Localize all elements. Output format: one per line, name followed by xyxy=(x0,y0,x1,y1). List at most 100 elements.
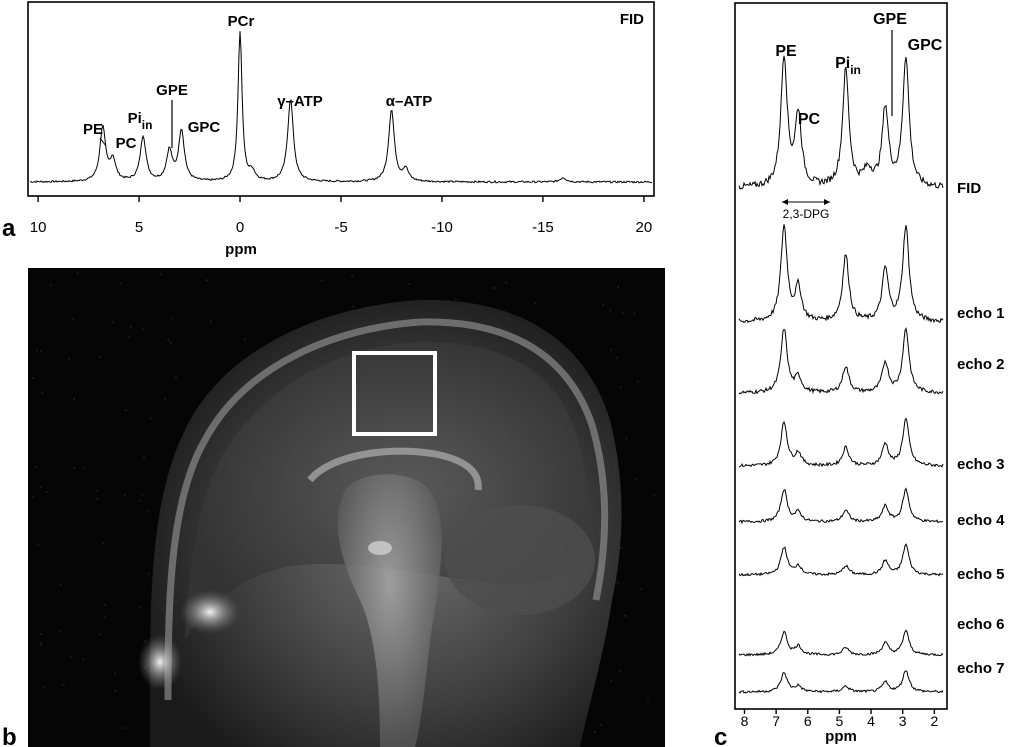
panel-c-x-tick-label: 3 xyxy=(899,713,907,729)
mri-noise-speck xyxy=(244,337,247,340)
panel-c-series-label: echo 6 xyxy=(957,616,1005,633)
mri-noise-speck xyxy=(123,494,126,497)
mri-noise-speck xyxy=(119,282,122,285)
mri-noise-speck xyxy=(646,700,649,703)
panel-c-x-axis: 8 7 6 5 4 3 2 xyxy=(741,709,938,729)
mri-noise-speck xyxy=(321,279,324,282)
mri-noise-speck xyxy=(32,376,35,379)
mri-noise-speck xyxy=(352,305,355,308)
mri-noise-speck xyxy=(43,686,46,689)
mri-noise-speck xyxy=(98,633,101,636)
mri-noise-speck xyxy=(351,275,354,278)
mri-noise-speck xyxy=(209,320,212,323)
mri-noise-speck xyxy=(609,309,612,312)
panel-c-series-label: echo 1 xyxy=(957,305,1005,322)
mri-corpus-callosum xyxy=(307,447,482,491)
mri-noise-speck xyxy=(138,499,141,502)
panel-b-mri-image xyxy=(28,268,665,747)
panel-a-peak-label: PE xyxy=(83,121,103,138)
panel-c-series-line xyxy=(738,55,944,190)
mri-noise-speck xyxy=(619,669,622,672)
mri-noise-speck xyxy=(103,616,106,619)
mri-noise-speck xyxy=(59,583,62,586)
mri-noise-speck xyxy=(149,417,152,420)
mri-noise-speck xyxy=(620,386,623,389)
mri-noise-speck xyxy=(39,632,42,635)
panel-a-x-axis-label: ppm xyxy=(225,241,257,258)
panel-a-spectrum-line xyxy=(29,31,652,184)
panel-a-peak-label: GPE xyxy=(156,82,188,99)
mri-noise-speck xyxy=(138,606,141,609)
panel-c-peak-label: GPC xyxy=(908,37,943,54)
panel-a-x-axis: 10 5 0 -5 -10 -15 20 xyxy=(30,196,652,236)
mri-cerebellum xyxy=(445,505,595,615)
mri-noise-speck xyxy=(616,285,619,288)
panel-c-series-line xyxy=(738,417,944,468)
mri-noise-speck xyxy=(143,640,146,643)
panel-a-x-tick-label: 20 xyxy=(636,219,653,236)
mri-noise-speck xyxy=(62,684,65,687)
panel-c-series-line xyxy=(738,224,944,324)
panel-c-x-tick-label: 5 xyxy=(836,713,844,729)
panel-c-series-label: echo 5 xyxy=(957,566,1005,583)
mri-noise-speck xyxy=(141,328,144,331)
mri-noise-speck xyxy=(34,465,37,468)
panel-c-peak-label: GPE xyxy=(873,11,907,28)
panel-c-dpg-arrowheads xyxy=(782,199,830,205)
panel-c-x-tick-label: 8 xyxy=(741,713,749,729)
panel-c-peak-label: PC xyxy=(798,111,821,128)
panel-a-letter: a xyxy=(2,215,16,242)
panel-c-series-line xyxy=(738,326,944,395)
panel-a-x-tick-label: 5 xyxy=(135,219,143,236)
panel-c-peak-label: PE xyxy=(775,43,797,60)
mri-noise-speck xyxy=(96,497,99,500)
mri-noise-speck xyxy=(39,486,42,489)
panel-c-series-line xyxy=(738,487,944,525)
mri-noise-speck xyxy=(615,356,618,359)
mri-noise-speck xyxy=(159,273,162,276)
panel-c-x-axis-label: ppm xyxy=(825,728,857,745)
mri-noise-speck xyxy=(39,642,42,645)
mri-noise-speck xyxy=(621,312,624,315)
panel-a-peak-label: PC xyxy=(116,135,137,152)
panel-c-series-label: echo 2 xyxy=(957,356,1005,373)
mri-noise-speck xyxy=(593,731,596,734)
mri-noise-speck xyxy=(111,321,114,324)
mri-noise-speck xyxy=(59,630,62,633)
panel-c-series-lines xyxy=(738,55,944,694)
mri-noise-speck xyxy=(114,689,117,692)
mri-noise-speck xyxy=(76,272,79,275)
mri-noise-speck xyxy=(69,655,72,658)
mri-noise-speck xyxy=(633,312,636,315)
panel-c-series-line xyxy=(738,629,944,657)
mri-noise-speck xyxy=(103,603,106,606)
mri-noise-speck xyxy=(205,279,208,282)
mri-noise-speck xyxy=(610,680,613,683)
mri-noise-speck xyxy=(163,397,166,400)
mri-noise-speck xyxy=(73,466,76,469)
mri-noise-speck xyxy=(49,284,52,287)
mri-noise-speck xyxy=(617,582,620,585)
mri-voxel-box xyxy=(352,351,437,436)
mri-noise-speck xyxy=(35,349,38,352)
panel-a-x-tick-label: 0 xyxy=(236,219,244,236)
mri-noise-speck xyxy=(68,357,71,360)
mri-noise-speck xyxy=(82,658,85,661)
panel-a-frame xyxy=(27,1,655,197)
panel-c-x-tick-label: 7 xyxy=(772,713,780,729)
mri-noise-speck xyxy=(41,391,44,394)
mri-noise-speck xyxy=(174,376,177,379)
mri-noise-speck xyxy=(600,723,603,726)
mri-noise-speck xyxy=(147,572,150,575)
mri-noise-speck xyxy=(602,303,605,306)
panel-c-series-labels: FID echo 1 echo 2 echo 3 echo 4 echo 5 echo 6 e… xyxy=(957,180,1005,677)
mri-bright-spot-1 xyxy=(180,590,240,634)
mri-noise-speck xyxy=(114,672,117,675)
mri-noise-speck xyxy=(639,588,642,591)
panel-a-peak-label: γ–ATP xyxy=(277,93,323,110)
mri-noise-speck xyxy=(37,543,40,546)
mri-noise-speck xyxy=(125,408,128,411)
panel-a-x-tick-label: -5 xyxy=(334,219,347,236)
mri-noise-speck xyxy=(40,644,43,647)
